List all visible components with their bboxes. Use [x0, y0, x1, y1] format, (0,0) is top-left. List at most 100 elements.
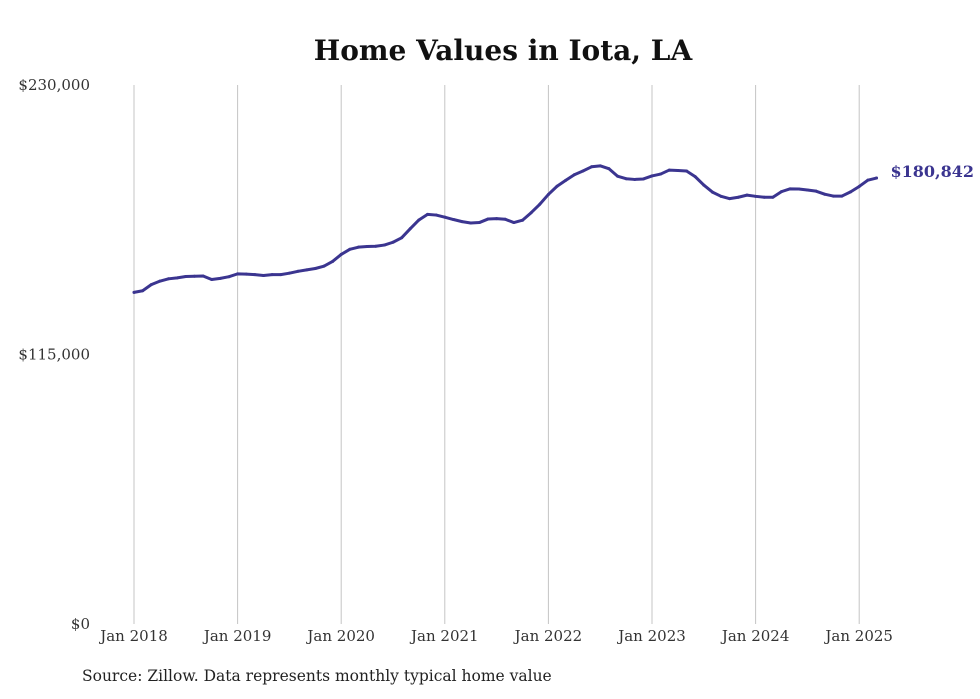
data-point	[374, 244, 378, 248]
data-point	[754, 194, 758, 198]
data-point	[693, 175, 697, 179]
data-point	[460, 220, 464, 224]
y-axis-ticks: $0 $115,000 $230,000	[18, 76, 90, 633]
data-point	[227, 275, 231, 279]
data-point	[365, 244, 369, 248]
data-point	[434, 213, 438, 217]
data-point	[270, 273, 274, 277]
data-point	[201, 274, 205, 278]
data-point	[192, 274, 196, 278]
data-point	[218, 276, 222, 280]
data-point	[141, 289, 145, 293]
data-point	[702, 183, 706, 187]
x-tick-label: Jan 2024	[720, 627, 790, 645]
data-point	[849, 190, 853, 194]
data-point	[236, 272, 240, 276]
data-point	[512, 221, 516, 225]
x-tick-label: Jan 2021	[409, 627, 479, 645]
x-tick-label: Jan 2020	[305, 627, 375, 645]
data-point	[339, 252, 343, 256]
data-point	[840, 194, 844, 198]
data-point	[443, 215, 447, 219]
x-axis-ticks: Jan 2018 Jan 2019 Jan 2020 Jan 2021 Jan 2022…	[98, 627, 893, 645]
data-point	[253, 273, 257, 277]
data-point	[348, 247, 352, 251]
end-value-label: $180,842	[890, 162, 974, 181]
data-point	[641, 177, 645, 181]
x-tick-label: Jan 2018	[98, 627, 168, 645]
data-point	[728, 197, 732, 201]
data-point	[331, 259, 335, 263]
data-point	[546, 192, 550, 196]
chart-title: Home Values in Iota, LA	[314, 34, 694, 67]
data-point	[417, 218, 421, 222]
data-point	[469, 221, 473, 225]
x-gridlines	[133, 85, 860, 624]
data-point	[184, 274, 188, 278]
data-point	[287, 271, 291, 275]
data-point	[598, 164, 602, 168]
data-point	[874, 176, 878, 180]
data-point	[805, 188, 809, 192]
data-point	[710, 190, 714, 194]
data-point	[581, 169, 585, 173]
data-point	[607, 167, 611, 171]
x-tick-label: Jan 2022	[513, 627, 583, 645]
data-point	[451, 218, 455, 222]
data-point	[382, 243, 386, 247]
data-point	[762, 195, 766, 199]
data-point	[305, 268, 309, 272]
data-point	[831, 194, 835, 198]
data-point	[667, 168, 671, 172]
source-note: Source: Zillow. Data represents monthly …	[82, 667, 552, 685]
data-point	[426, 212, 430, 216]
data-point	[659, 172, 663, 176]
data-point	[167, 277, 171, 281]
data-point	[797, 187, 801, 191]
x-tick-label: Jan 2025	[823, 627, 893, 645]
data-point	[279, 273, 283, 277]
x-tick-label: Jan 2019	[202, 627, 272, 645]
y-tick-label: $230,000	[18, 76, 90, 94]
data-point	[650, 174, 654, 178]
data-point	[788, 187, 792, 191]
data-point	[633, 177, 637, 181]
data-point	[624, 177, 628, 181]
data-point	[521, 218, 524, 222]
data-point	[814, 189, 818, 193]
data-point	[564, 178, 568, 182]
y-tick-label: $0	[71, 615, 90, 633]
data-point	[676, 169, 680, 173]
data-point	[857, 184, 861, 188]
data-point	[322, 264, 326, 268]
data-point	[244, 272, 248, 276]
data-point	[555, 184, 559, 188]
data-point	[158, 279, 162, 283]
data-point	[175, 276, 179, 280]
data-point	[866, 178, 870, 182]
data-point	[745, 193, 749, 197]
data-point	[590, 165, 594, 169]
data-point	[486, 217, 490, 221]
data-point	[313, 266, 317, 270]
data-point	[719, 194, 723, 198]
data-point	[296, 269, 300, 273]
data-point	[736, 195, 740, 199]
data-point	[132, 290, 136, 294]
data-point	[572, 173, 576, 177]
data-point	[391, 240, 395, 244]
data-point	[771, 195, 775, 199]
data-point	[210, 278, 214, 282]
data-point	[538, 202, 542, 206]
data-point	[262, 274, 265, 278]
x-tick-label: Jan 2023	[616, 627, 686, 645]
data-point	[356, 245, 360, 249]
data-point	[529, 211, 533, 215]
data-point	[503, 217, 507, 221]
data-point	[780, 190, 783, 194]
data-point	[477, 221, 481, 225]
data-point	[149, 283, 153, 287]
data-point	[685, 169, 689, 173]
data-point	[615, 174, 619, 178]
